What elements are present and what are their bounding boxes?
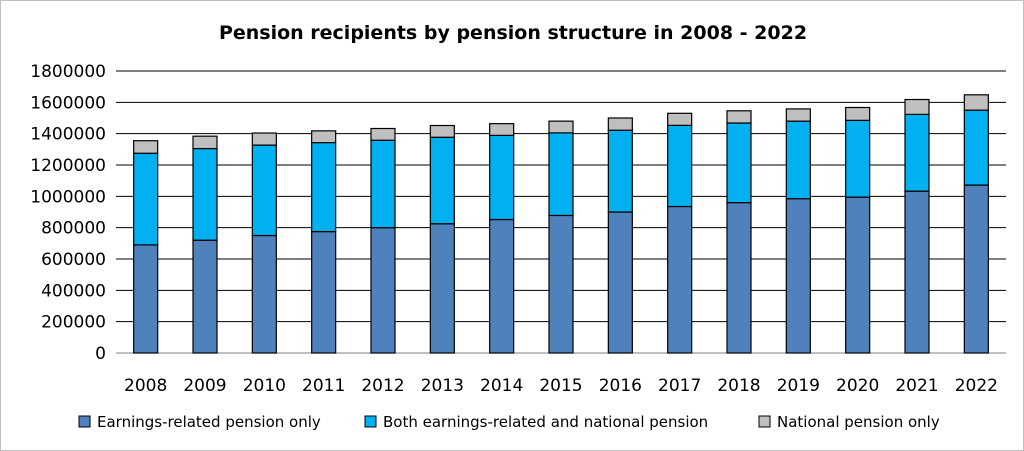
legend-swatch — [364, 415, 377, 428]
legend-label: Both earnings-related and national pensi… — [383, 413, 708, 431]
y-tick-label: 1600000 — [30, 93, 106, 113]
bar-segment-3-2021 — [904, 98, 930, 115]
x-tick-label: 2022 — [955, 376, 998, 396]
bar-segment-1-2018 — [726, 202, 752, 354]
bar-segment-2-2011 — [311, 141, 337, 233]
bar-segment-1-2021 — [904, 190, 930, 354]
y-tick-label: 1400000 — [30, 125, 106, 145]
bar-segment-1-2017 — [667, 205, 693, 354]
y-tick-label: 1200000 — [30, 156, 106, 176]
bar-segment-3-2009 — [192, 135, 218, 150]
y-tick-label: 400000 — [41, 281, 106, 301]
bar-segment-2-2009 — [192, 147, 218, 241]
bar-segment-3-2011 — [311, 130, 337, 144]
x-tick-label: 2011 — [302, 376, 345, 396]
bar-segment-3-2008 — [133, 140, 159, 154]
bar-segment-1-2016 — [607, 211, 633, 354]
bar-segment-3-2013 — [429, 124, 455, 138]
bar-segment-1-2009 — [192, 239, 218, 354]
bar-segment-1-2011 — [311, 230, 337, 354]
y-axis-ticks: 0 200000 400000 600000 800000 1000000 1200000 1… — [30, 62, 106, 364]
bar-segment-3-2014 — [489, 123, 515, 136]
legend-swatch — [78, 415, 91, 428]
y-tick-label: 1000000 — [30, 187, 106, 207]
bar-segment-3-2016 — [607, 117, 633, 131]
y-tick-label: 0 — [95, 344, 106, 364]
chart-title: Pension recipients by pension structure … — [219, 22, 807, 44]
y-tick-label: 1800000 — [30, 62, 106, 82]
bar-segment-3-2019 — [785, 108, 811, 122]
bar-segment-2-2014 — [489, 134, 515, 221]
bar-segment-2-2015 — [548, 132, 574, 217]
y-tick-label: 800000 — [41, 219, 106, 239]
bar-segment-1-2008 — [133, 244, 159, 354]
bars — [133, 94, 989, 354]
x-tick-label: 2021 — [895, 376, 938, 396]
legend-label: Earnings-related pension only — [97, 413, 321, 431]
bar-segment-3-2017 — [667, 112, 693, 126]
bar-segment-1-2014 — [489, 218, 515, 354]
bar-segment-2-2016 — [607, 129, 633, 213]
bar-segment-3-2015 — [548, 120, 574, 134]
bar-segment-1-2013 — [429, 223, 455, 354]
x-tick-label: 2013 — [421, 376, 464, 396]
bar-segment-1-2015 — [548, 214, 574, 354]
x-tick-label: 2014 — [480, 376, 523, 396]
y-tick-label: 600000 — [41, 250, 106, 270]
x-tick-label: 2017 — [658, 376, 701, 396]
bar-segment-2-2018 — [726, 122, 752, 204]
legend-swatch — [758, 415, 771, 428]
x-tick-label: 2008 — [124, 376, 167, 396]
bar-segment-2-2012 — [370, 139, 396, 229]
x-tick-label: 2016 — [599, 376, 642, 396]
x-tick-label: 2010 — [243, 376, 286, 396]
bar-segment-3-2012 — [370, 127, 396, 141]
bar-segment-2-2013 — [429, 136, 455, 225]
bar-segment-1-2020 — [845, 196, 871, 354]
bar-segment-3-2020 — [845, 106, 871, 121]
bar-segment-2-2020 — [845, 119, 871, 198]
bar-segment-1-2010 — [251, 234, 277, 354]
bar-segment-3-2018 — [726, 110, 752, 124]
y-tick-label: 200000 — [41, 313, 106, 333]
bar-segment-2-2008 — [133, 152, 159, 246]
bar-segment-3-2010 — [251, 132, 277, 146]
legend-label: National pension only — [777, 413, 940, 431]
x-tick-label: 2015 — [539, 376, 582, 396]
x-tick-label: 2019 — [777, 376, 820, 396]
bar-segment-2-2022 — [963, 109, 989, 186]
x-tick-label: 2009 — [183, 376, 226, 396]
bar-segment-1-2019 — [785, 198, 811, 354]
bar-segment-2-2021 — [904, 113, 930, 192]
x-tick-label: 2012 — [361, 376, 404, 396]
bar-segment-2-2019 — [785, 120, 811, 200]
bar-segment-2-2010 — [251, 144, 277, 237]
bar-segment-1-2012 — [370, 227, 396, 354]
x-axis-ticks: 2008 2009 2010 2011 2012 2013 2014 2015 2016 2017… — [124, 376, 998, 396]
x-tick-label: 2020 — [836, 376, 879, 396]
x-tick-label: 2018 — [717, 376, 760, 396]
bar-segment-2-2017 — [667, 124, 693, 208]
bar-segment-1-2022 — [963, 184, 989, 354]
legend: Earnings-related pension only Both earnin… — [78, 413, 940, 431]
bar-segment-3-2022 — [963, 94, 989, 111]
